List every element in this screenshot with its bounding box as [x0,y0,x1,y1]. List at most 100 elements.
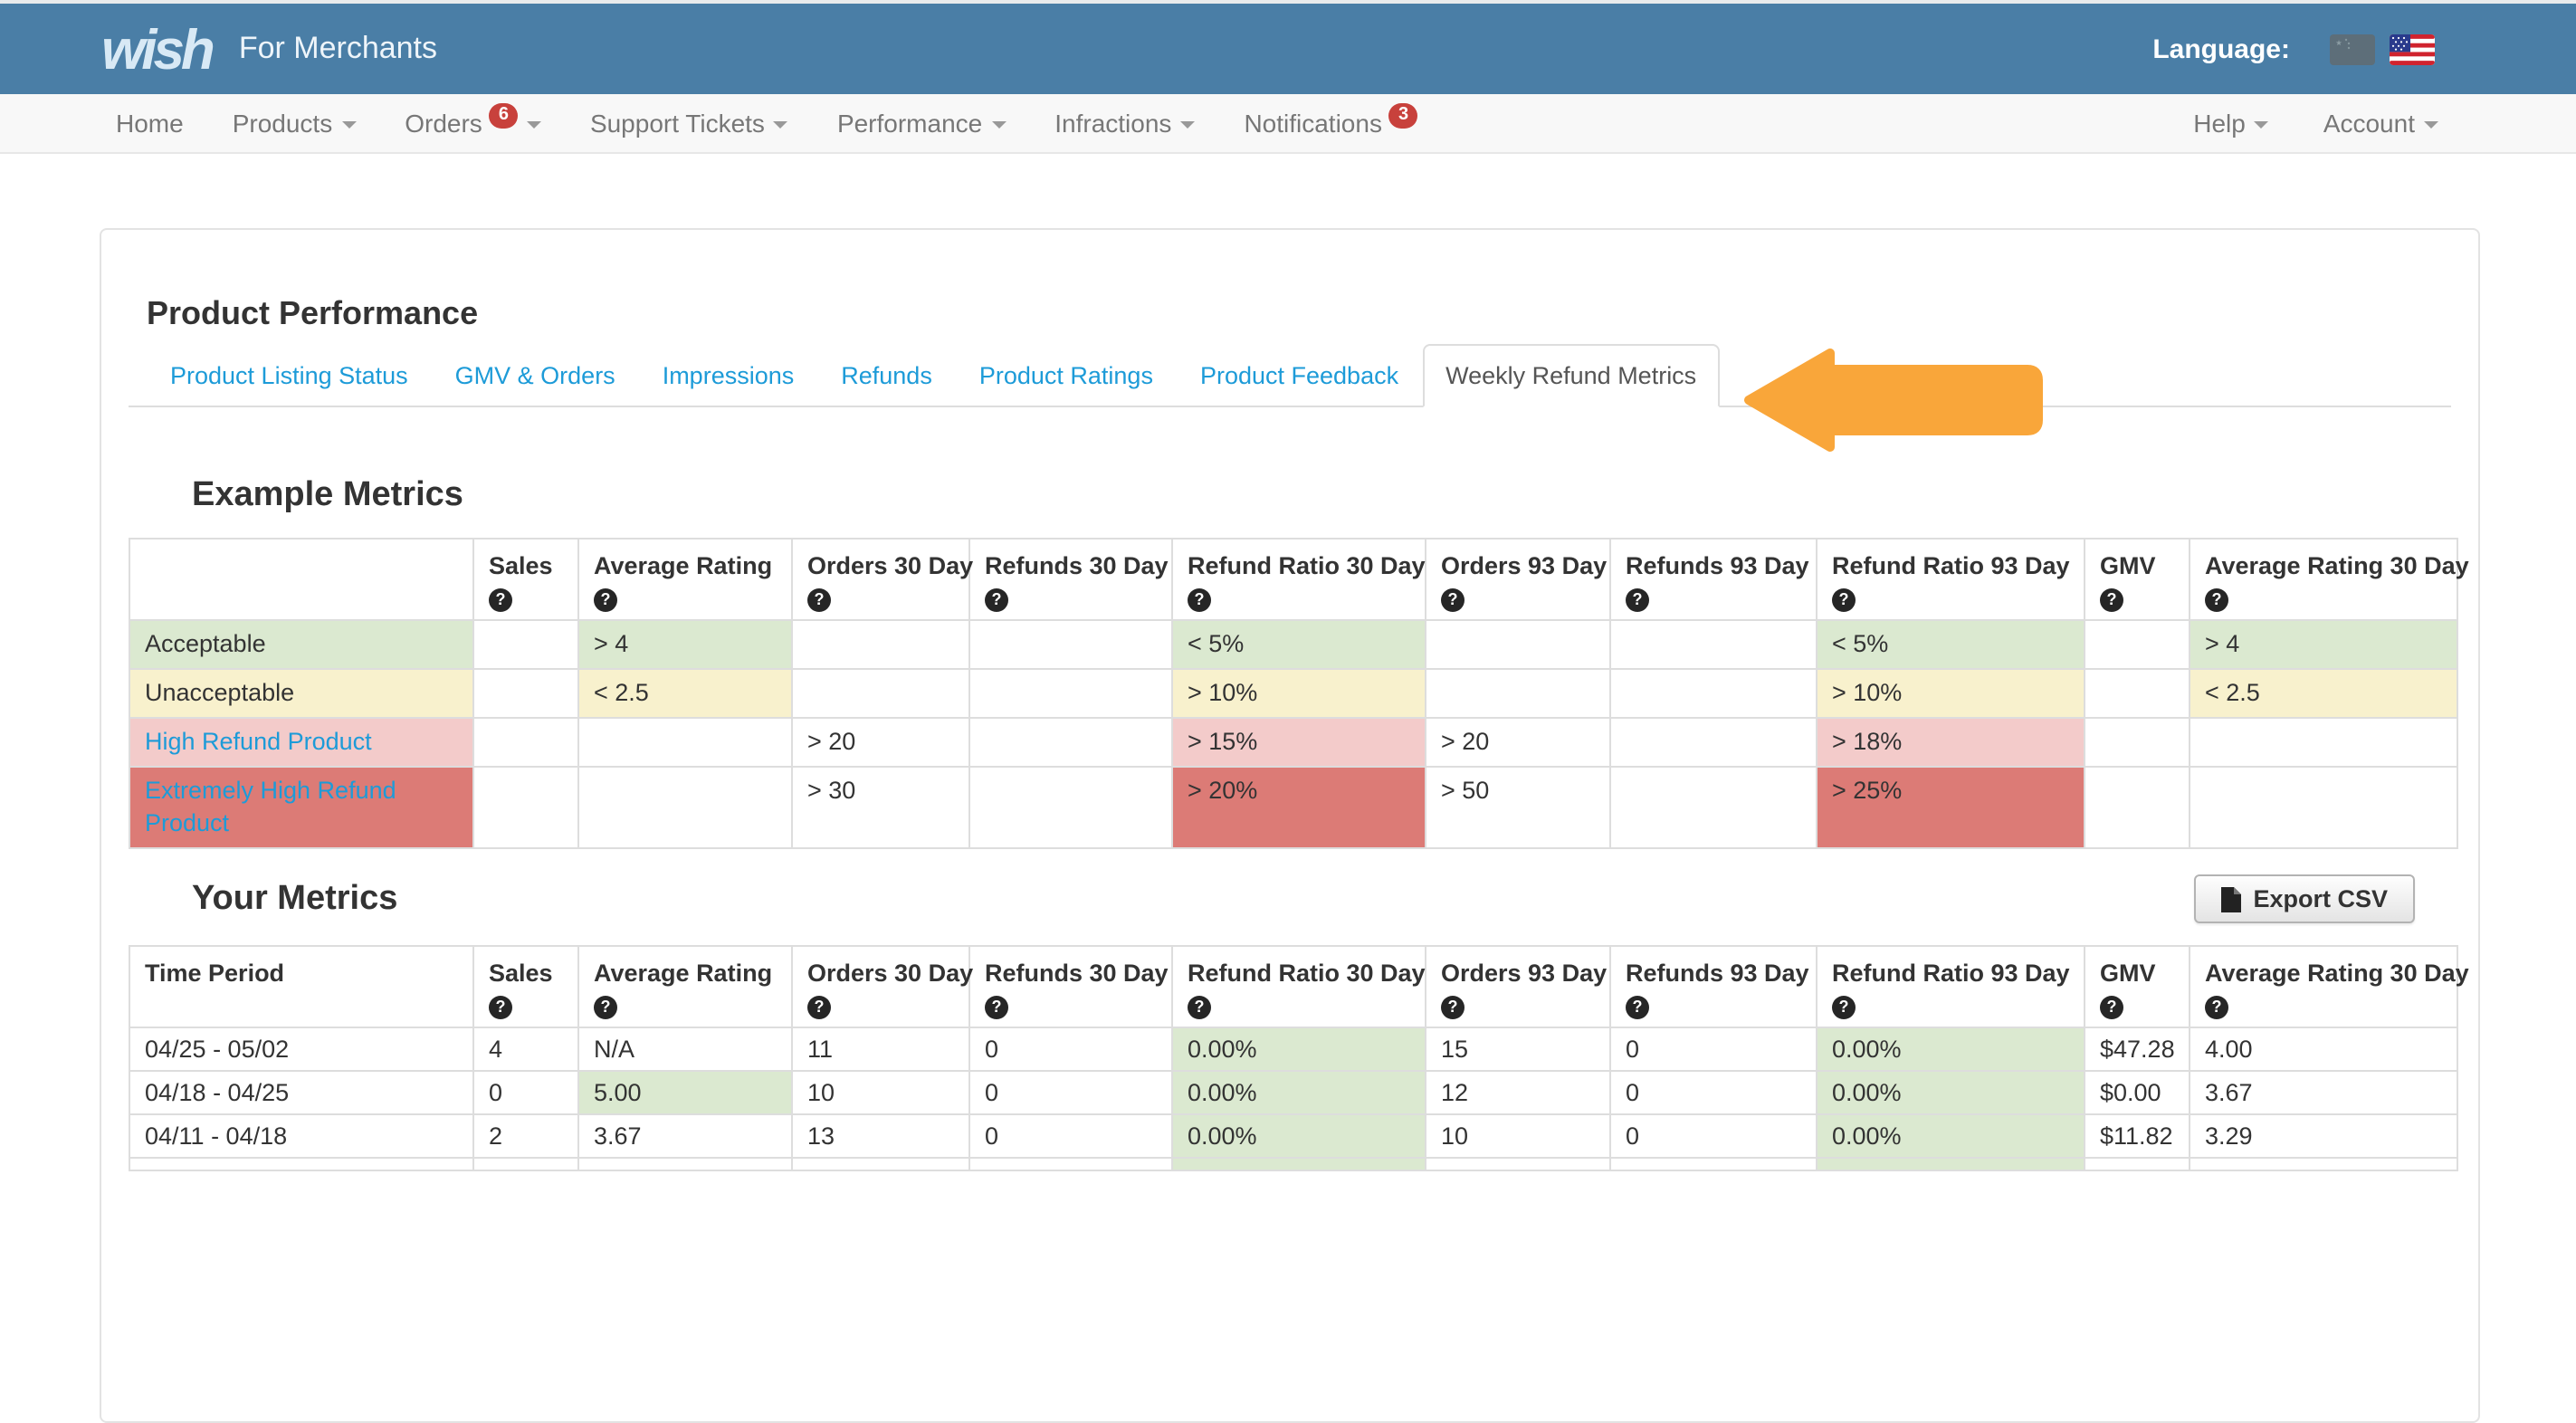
help-icon[interactable]: ? [2100,588,2123,612]
help-icon[interactable]: ? [1188,996,1211,1019]
row-label-cell: 04/25 - 05/02 [129,1027,474,1072]
column-header-refunds-93-day: Refunds 93 Day? [1609,945,1818,1028]
help-icon[interactable]: ? [2100,996,2123,1019]
help-icon[interactable]: ? [1441,588,1465,612]
column-header-label: GMV [2100,552,2156,579]
menu-item-products[interactable]: Products [233,109,357,138]
language-label: Language: [2152,33,2290,64]
menu-item-label: Account [2323,109,2415,138]
metric-cell: > 20 [1425,717,1611,768]
menu-item-infractions[interactable]: Infractions [1054,109,1196,138]
tab-gmv-orders[interactable]: GMV & Orders [454,362,615,389]
help-icon[interactable]: ? [1626,996,1649,1019]
metric-cell [968,668,1173,719]
tab-product-feedback[interactable]: Product Feedback [1199,362,1399,389]
metric-cell: > 30 [791,766,970,849]
help-icon[interactable]: ? [489,588,512,612]
metric-cell: 0 [968,1027,1173,1072]
help-icon[interactable]: ? [1626,588,1649,612]
metric-cell: 4 [472,1027,579,1072]
metric-cell [472,619,579,670]
metric-cell [2084,766,2190,849]
metric-cell [577,766,793,849]
help-icon[interactable]: ? [1832,996,1856,1019]
metric-cell: 3.29 [2189,1113,2458,1159]
help-icon[interactable]: ? [489,996,512,1019]
wish-logo[interactable]: wish [101,17,215,81]
tab-product-ratings[interactable]: Product Ratings [978,362,1153,389]
help-icon[interactable]: ? [2205,588,2228,612]
metric-cell [968,766,1173,849]
metric-cell [1425,668,1611,719]
page-title: Product Performance [147,295,479,331]
table-row: High Refund Product > 20 > 15% > 20 > 18% [129,717,2458,768]
china-flag-icon[interactable] [2330,33,2375,64]
help-icon[interactable]: ? [807,996,831,1019]
metric-cell [1609,717,1818,768]
help-icon[interactable]: ? [594,996,617,1019]
menu-item-account[interactable]: Account [2323,109,2438,138]
row-label-link[interactable]: Extremely High Refund Product [145,777,396,836]
your-metrics-title: Your Metrics [192,879,398,917]
export-csv-button[interactable]: Export CSV [2193,874,2415,923]
menu-right: Help Account [2139,109,2438,138]
help-icon[interactable]: ? [1832,588,1856,612]
metric-cell: 0 [968,1070,1173,1115]
column-header-label: Orders 30 Day [807,552,974,579]
metric-cell: 0.00% [1816,1113,2085,1159]
metric-cell: > 4 [577,619,793,670]
column-header-label: Average Rating [594,960,773,987]
metric-cell: 0.00% [1171,1113,1426,1159]
help-icon[interactable]: ? [2205,996,2228,1019]
us-flag-icon[interactable] [2390,33,2435,64]
tab-refunds[interactable]: Refunds [841,362,932,389]
table-row: 04/25 - 05/02 4 N/A 11 0 0.00% 15 0 0.00% $47.28 4… [129,1027,2458,1072]
menu-item-label: Infractions [1054,109,1172,138]
tab-weekly-refund-metrics[interactable]: Weekly Refund Metrics [1422,344,1721,407]
main-menu-bar: Home Products Orders 6 Support Tickets Perfor… [0,94,2576,154]
tab-impressions[interactable]: Impressions [662,362,795,389]
help-icon[interactable]: ? [985,996,1008,1019]
column-header-gmv: GMV? [2084,538,2190,621]
caret-down-icon [526,121,541,129]
help-icon[interactable]: ? [1441,996,1465,1019]
row-label-cell[interactable]: High Refund Product [129,717,474,768]
header-row: Sales? Average Rating? Orders 30 Day? Refun… [129,538,2469,621]
help-icon[interactable]: ? [985,588,1008,612]
menu-item-notifications[interactable]: Notifications 3 [1244,103,1418,138]
column-header-label: Refund Ratio 30 Day [1188,552,1426,579]
metric-cell: $47.28 [2084,1027,2190,1072]
row-label-cell[interactable]: Extremely High Refund Product [129,766,474,849]
metric-cell [2084,619,2190,670]
menu-item-help[interactable]: Help [2193,109,2269,138]
table-row: Unacceptable < 2.5 > 10% > 10% < 2.5 [129,668,2458,719]
row-label-cell: Unacceptable [129,668,474,719]
column-header-average-rating: Average Rating? [577,538,793,621]
menu-item-support-tickets[interactable]: Support Tickets [590,109,788,138]
help-icon[interactable]: ? [1188,588,1211,612]
column-header-label: Refunds 30 Day [985,552,1169,579]
metric-cell: 15 [1425,1027,1611,1072]
caret-down-icon [341,121,357,129]
menu-item-orders[interactable]: Orders 6 [405,103,541,138]
menu-item-performance[interactable]: Performance [837,109,1007,138]
metric-cell [1171,1157,1426,1171]
metric-cell: > 50 [1425,766,1611,849]
help-icon[interactable]: ? [594,588,617,612]
metric-cell [968,1157,1173,1171]
metric-cell: > 25% [1816,766,2085,849]
caret-down-icon [773,121,788,129]
column-header-label: Refund Ratio 93 Day [1832,552,2070,579]
your-metrics-header: Your Metrics Export CSV [129,874,2451,923]
menu-item-home[interactable]: Home [116,109,184,138]
help-icon[interactable]: ? [807,588,831,612]
row-label-cell: Acceptable [129,619,474,670]
row-label-link[interactable]: High Refund Product [145,728,372,755]
tab-product-listing-status[interactable]: Product Listing Status [170,362,408,389]
metric-cell [2189,1157,2458,1171]
table-row: 04/11 - 04/18 2 3.67 13 0 0.00% 10 0 0.00% $11.82… [129,1113,2458,1159]
metric-cell: $0.00 [2084,1070,2190,1115]
metric-cell [472,766,579,849]
metric-cell: 0.00% [1171,1027,1426,1072]
column-header-orders-93-day: Orders 93 Day? [1425,538,1611,621]
